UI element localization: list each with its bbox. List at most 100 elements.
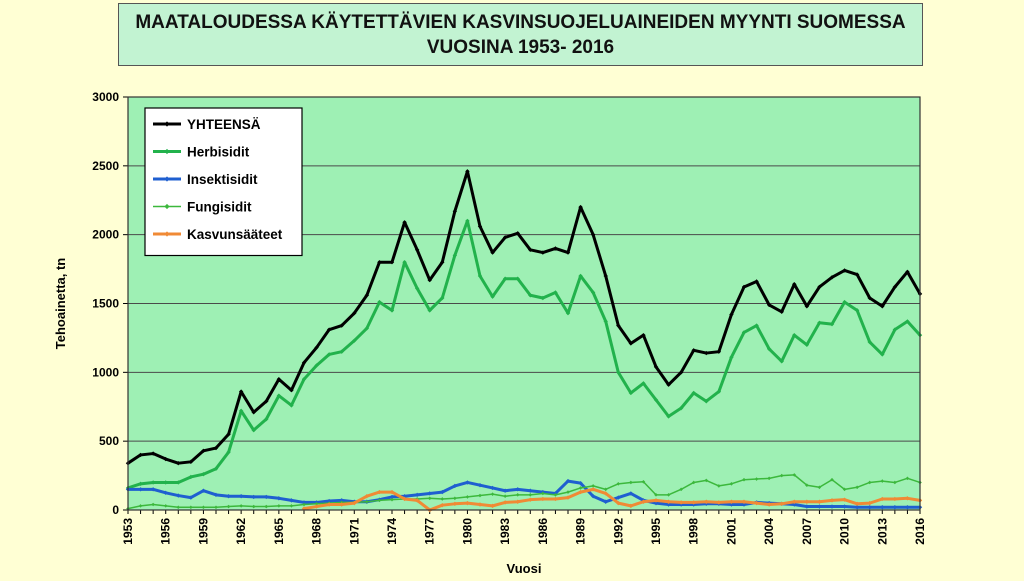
data-point: [892, 496, 898, 502]
data-point: [453, 496, 457, 501]
data-point: [289, 504, 294, 508]
x-tick-label: 2004: [762, 518, 776, 545]
data-point: [842, 487, 847, 492]
data-point: [502, 276, 508, 281]
x-tick-label: 2007: [800, 518, 814, 545]
data-point: [201, 472, 206, 477]
data-point: [201, 488, 206, 493]
data-point: [666, 414, 671, 419]
x-tick-label: 1992: [611, 518, 625, 545]
data-point: [427, 308, 432, 313]
data-point: [905, 319, 910, 324]
data-point: [817, 504, 822, 509]
legend-item: YHTEENSÄ: [153, 117, 261, 132]
data-point: [314, 502, 319, 506]
data-point: [792, 499, 797, 504]
x-tick-label: 2013: [875, 518, 889, 545]
data-point: [792, 502, 797, 507]
data-point: [729, 312, 734, 317]
data-point: [326, 502, 332, 507]
data-point: [717, 484, 721, 488]
data-point: [213, 492, 219, 498]
legend-marker: [164, 148, 170, 155]
data-point: [704, 478, 709, 483]
data-point: [892, 284, 898, 290]
data-point: [452, 209, 458, 214]
y-tick-label: 2000: [92, 228, 119, 242]
data-point: [590, 494, 596, 499]
data-point: [880, 505, 885, 510]
y-tick-label: 500: [99, 434, 119, 448]
data-point: [628, 503, 634, 509]
series-line: [127, 474, 921, 510]
data-point: [239, 504, 243, 508]
chart-title: MAATALOUDESSA KÄYTETTÄVIEN KASVINSUOJELU…: [118, 3, 923, 66]
legend-item: Kasvunsääteet: [153, 227, 283, 242]
x-tick-label: 1989: [574, 518, 588, 545]
data-point: [188, 474, 194, 480]
data-point: [452, 501, 458, 507]
y-tick-label: 1500: [92, 297, 119, 311]
data-point: [691, 480, 696, 485]
data-point: [905, 505, 910, 510]
data-point: [716, 500, 722, 505]
data-point: [678, 405, 684, 411]
x-tick-label: 1980: [460, 518, 474, 545]
chart-title-line-2: VUOSINA 1953- 2016: [426, 36, 615, 58]
data-point: [465, 218, 470, 224]
legend-marker: [164, 121, 170, 127]
data-point: [804, 342, 810, 347]
data-point: [880, 479, 885, 483]
data-point: [377, 498, 382, 503]
data-point: [880, 304, 885, 309]
x-axis-label: Vuosi: [507, 561, 542, 576]
data-point: [578, 273, 583, 279]
legend-label: YHTEENSÄ: [187, 117, 261, 132]
data-point: [314, 504, 319, 509]
data-point: [867, 500, 872, 506]
data-point: [716, 389, 722, 394]
data-point: [854, 501, 860, 507]
data-point: [452, 253, 458, 258]
data-point: [565, 310, 571, 316]
data-point: [566, 490, 570, 494]
data-point: [779, 359, 784, 364]
legend-marker: [164, 203, 170, 210]
data-point: [867, 339, 872, 345]
data-point: [389, 260, 395, 265]
data-point: [490, 492, 495, 496]
data-point: [880, 352, 885, 357]
x-tick-label: 1986: [536, 518, 550, 545]
data-point: [855, 485, 859, 490]
x-tick-label: 1983: [498, 518, 512, 545]
data-point: [830, 477, 834, 482]
data-point: [301, 377, 307, 382]
data-point: [590, 232, 596, 237]
data-point: [440, 489, 445, 495]
plot-border: [127, 96, 921, 511]
data-point: [678, 370, 684, 375]
data-point: [326, 498, 332, 504]
series-herbisidit: [125, 218, 923, 491]
data-point: [490, 503, 495, 509]
data-point: [691, 390, 696, 396]
data-point: [616, 323, 621, 328]
data-point: [276, 496, 282, 501]
data-point: [741, 499, 747, 504]
data-point: [867, 480, 872, 485]
data-point: [352, 310, 357, 316]
data-point: [276, 393, 282, 398]
data-point: [565, 250, 571, 255]
data-point: [779, 501, 784, 507]
data-point: [414, 498, 420, 503]
data-point: [238, 408, 244, 414]
x-tick-label: 1959: [196, 518, 210, 545]
data-point: [540, 250, 546, 255]
legend-item: Herbisidit: [153, 145, 250, 160]
data-point: [515, 499, 520, 504]
x-tick-label: 2010: [838, 518, 852, 545]
data-point: [905, 496, 910, 501]
data-point: [792, 473, 797, 477]
data-point: [502, 500, 508, 505]
